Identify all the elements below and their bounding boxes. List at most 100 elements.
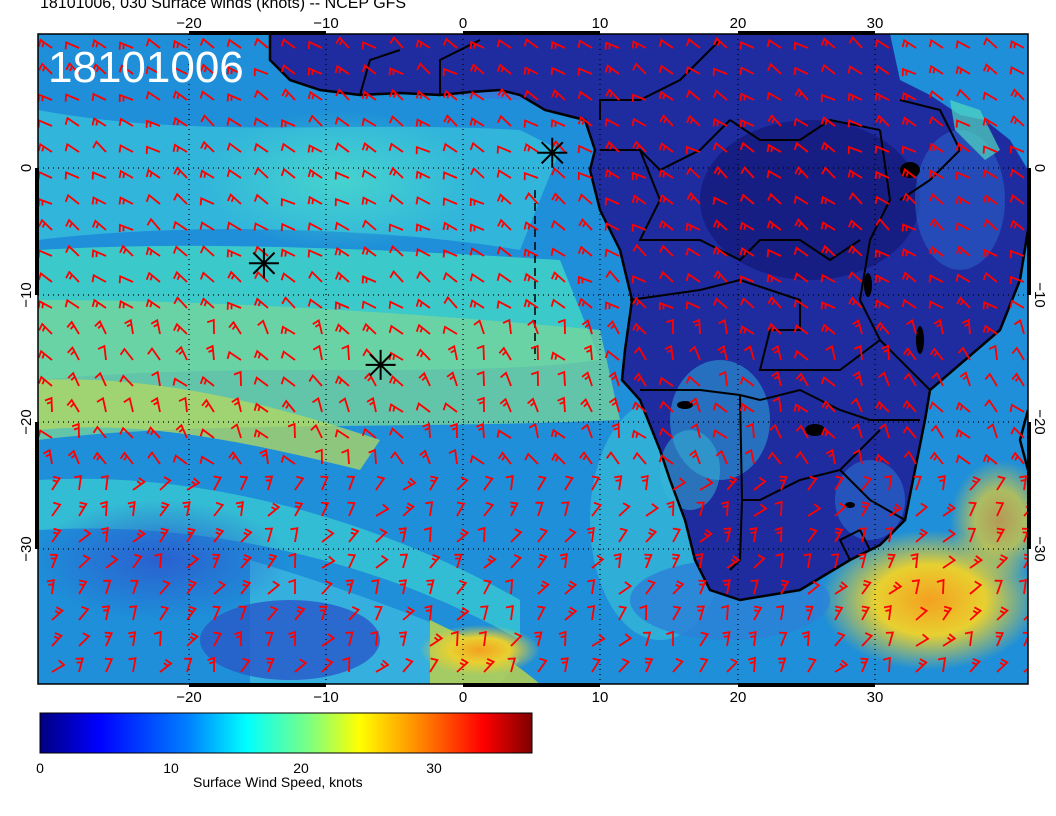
wind-barb — [447, 344, 458, 361]
wind-barb — [1009, 40, 1025, 49]
wind-barb — [1009, 66, 1025, 75]
wind-barb — [659, 400, 674, 413]
wind-barb — [969, 476, 982, 491]
wind-barb — [928, 245, 944, 257]
wind-barb — [361, 427, 377, 439]
wind-barb — [901, 91, 917, 101]
wind-barb — [267, 502, 281, 517]
wind-barb — [685, 375, 701, 387]
wind-barb — [64, 298, 80, 309]
wind-barb — [159, 501, 170, 517]
wind-barb — [498, 346, 512, 361]
wind-barb — [955, 245, 971, 257]
wind-barb — [942, 633, 957, 647]
wind-barb — [334, 221, 350, 231]
wind-barb — [253, 376, 269, 387]
wind-barb — [456, 579, 468, 595]
wind-barb — [44, 396, 53, 413]
wind-barb — [712, 429, 728, 439]
wind-barb — [955, 401, 971, 413]
wind-barb — [766, 273, 782, 283]
wind-barb — [38, 272, 53, 283]
wind-barb — [712, 402, 728, 413]
wind-barb — [118, 117, 134, 127]
wind-barb — [723, 527, 732, 543]
wind-barb — [51, 527, 62, 543]
wind-barb — [398, 527, 407, 543]
wind-barb — [666, 318, 674, 335]
wind-barb — [476, 422, 485, 439]
wind-barb — [658, 194, 674, 205]
wind-barb — [175, 423, 188, 439]
wind-barb — [496, 169, 512, 179]
wind-barb — [146, 217, 161, 231]
wind-barb — [739, 141, 755, 153]
wind-barb — [473, 319, 485, 335]
wind-barb — [631, 223, 647, 232]
wind-barb — [230, 423, 242, 439]
wind-barb — [172, 377, 188, 387]
wind-barb — [794, 166, 809, 179]
wind-barb — [91, 219, 107, 231]
wind-barb — [767, 322, 782, 335]
wind-barb — [739, 66, 755, 75]
wind-barb — [496, 272, 512, 283]
wind-barb — [915, 633, 930, 647]
wind-barb — [550, 351, 566, 361]
wind-barb — [523, 119, 539, 128]
wind-barb — [861, 579, 872, 595]
wind-barb — [524, 191, 539, 205]
wind-barb — [65, 270, 80, 283]
wind-barb — [905, 319, 917, 335]
wind-barb — [476, 344, 485, 361]
wind-barb — [793, 272, 809, 283]
wind-barb — [955, 119, 971, 128]
wind-barb — [213, 475, 222, 491]
wind-barb — [51, 632, 63, 647]
wind-barb — [159, 476, 172, 491]
wind-barb — [334, 197, 350, 207]
wind-barb — [884, 475, 893, 491]
wind-barb — [213, 631, 222, 647]
wind-barb — [604, 248, 620, 257]
wind-barb — [848, 296, 863, 309]
wind-barb — [699, 477, 714, 491]
wind-barb — [685, 37, 701, 49]
wind-barb — [530, 344, 539, 361]
wind-barb — [767, 451, 782, 465]
wind-barb — [415, 170, 431, 179]
wind-barb — [173, 322, 188, 335]
wind-barb — [888, 581, 903, 595]
wind-barb — [739, 118, 755, 128]
colorbar-tick-30: 30 — [426, 760, 442, 776]
wind-barb — [672, 527, 682, 543]
country-borders — [359, 39, 962, 571]
wind-barb — [341, 344, 350, 361]
wind-barb — [334, 323, 350, 335]
wind-barb — [280, 325, 296, 335]
wind-barb — [443, 114, 458, 127]
wind-barb — [695, 553, 704, 569]
wind-barb — [591, 554, 605, 569]
wind-barb — [147, 450, 161, 465]
wind-barb — [632, 140, 647, 153]
wind-barb — [154, 552, 163, 569]
wind-barb — [883, 604, 892, 621]
wind-barb — [523, 171, 539, 181]
wind-barb — [65, 218, 80, 231]
wind-barb — [1013, 319, 1025, 335]
wind-barb — [878, 423, 890, 439]
wind-barb — [505, 604, 514, 621]
wind-barb — [280, 350, 296, 361]
wind-barb — [744, 448, 755, 465]
wind-barb — [266, 657, 275, 673]
wind-barb — [253, 297, 269, 309]
wind-barb — [253, 142, 269, 153]
lat-label-left-1: 0 — [18, 164, 35, 172]
wind-barb — [901, 168, 917, 179]
wind-barb — [502, 318, 512, 335]
wind-barb — [577, 67, 593, 76]
wind-barb — [712, 246, 728, 257]
wind-barb — [769, 423, 782, 439]
wind-barb — [937, 656, 947, 673]
